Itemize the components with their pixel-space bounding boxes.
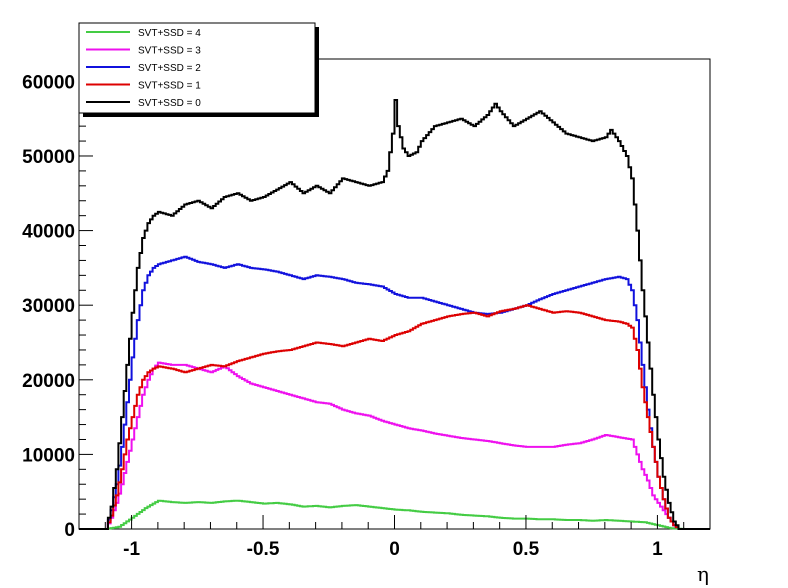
y-tick-label: 10000	[22, 445, 75, 466]
y-tick-label: 60000	[22, 72, 75, 93]
axis-layer: -1 -0.5 0 0.5 1 0 10000 20000 30000 40000 50000 600…	[22, 65, 711, 560]
legend-entry-0: SVT+SSD = 4	[138, 28, 201, 39]
series-line-1	[79, 361, 710, 530]
series-layer	[79, 99, 710, 530]
x-axis-label: η	[697, 562, 709, 586]
legend-entry-4: SVT+SSD = 0	[138, 98, 201, 109]
legend: SVT+SSD = 4 SVT+SSD = 3 SVT+SSD = 2 SVT+SSD…	[78, 22, 319, 117]
legend-entry-3: SVT+SSD = 1	[138, 81, 201, 92]
x-tick-label: 1	[652, 539, 663, 560]
y-tick-label: 40000	[22, 222, 75, 243]
legend-entry-1: SVT+SSD = 3	[138, 46, 201, 57]
series-line-0	[79, 499, 710, 530]
x-tick-label: 0.5	[513, 539, 540, 560]
legend-entry-2: SVT+SSD = 2	[138, 63, 201, 74]
y-tick-label: 0	[64, 520, 75, 541]
y-tick-label: 20000	[22, 371, 75, 392]
series-line-2	[79, 255, 710, 530]
series-line-3	[79, 304, 710, 530]
x-tick-label: -0.5	[247, 539, 280, 560]
x-tick-label: 0	[389, 539, 400, 560]
y-tick-label: 50000	[22, 147, 75, 168]
x-tick-label: -1	[123, 539, 140, 560]
series-line-4	[79, 99, 710, 530]
y-tick-label: 30000	[22, 296, 75, 317]
